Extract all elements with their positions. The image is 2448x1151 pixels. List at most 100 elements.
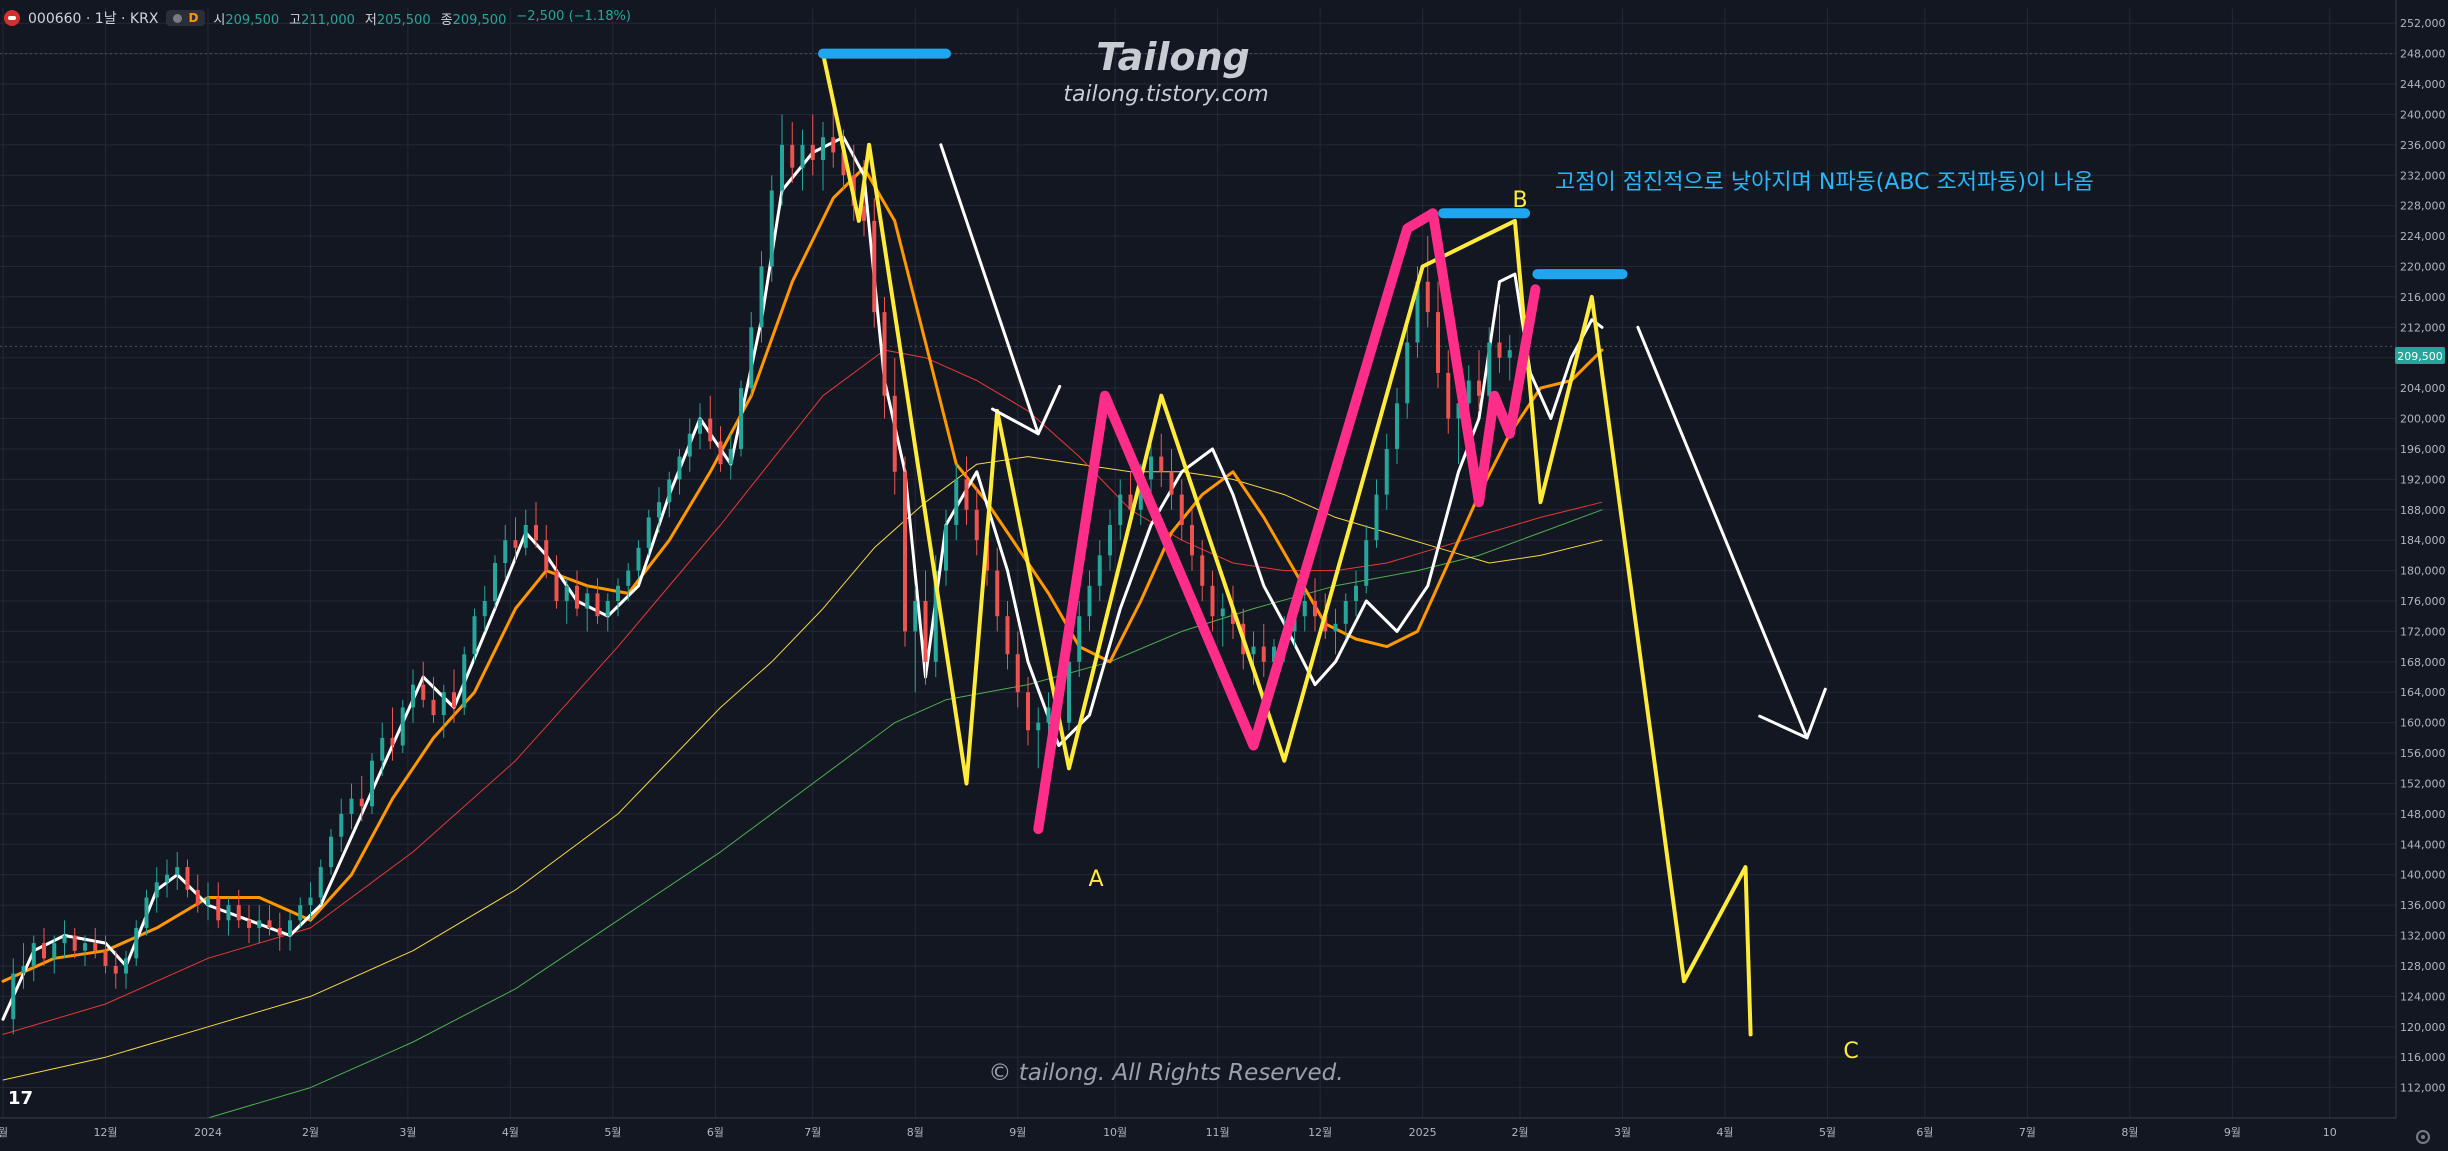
candle-body [646,517,651,548]
candle-body [575,585,579,609]
wave-line [821,51,1753,1037]
candle-body [995,570,1000,617]
candle-body [810,144,815,161]
symbol-logo-icon [4,10,20,26]
wave-label-c: C [1843,1039,1858,1064]
price-axis[interactable]: 252,000 248,000 244,000 240,000 236,000 232,0… [2395,0,2448,1151]
candle-body [247,920,251,928]
candle-body [1395,403,1399,449]
candle-body [1108,524,1112,556]
time-tick-label: 10월 [1103,1126,1127,1139]
candle-body [831,137,836,153]
time-tick-label: 5월 [604,1126,621,1139]
candle-body [452,692,456,708]
price-tick-label: 200,000 [2400,413,2446,426]
candle-body [1200,555,1205,586]
watermark-copyright: © tailong. All Rights Reserved. [988,1060,1343,1086]
candle-body [1374,494,1379,541]
time-tick-label: 8월 [907,1126,924,1139]
price-tick-label: 184,000 [2400,534,2446,547]
price-tick-label: 236,000 [2400,139,2446,152]
candle-body [124,958,128,974]
price-tick-label: 168,000 [2400,656,2446,669]
candle-body [185,867,190,890]
symbol-title[interactable]: 000660 · 1날 · KRX [28,11,159,27]
candle-body [892,395,897,472]
candle-body [1364,540,1369,586]
candle-body [790,144,795,168]
candle-body [1138,479,1143,510]
candle-body [1118,494,1123,525]
arrow-head-icon [991,384,1062,436]
candle-body [903,471,907,632]
tradingview-logo[interactable]: 17 [8,1088,34,1109]
candle-body [1497,342,1502,358]
price-tick-label: 232,000 [2400,169,2446,182]
candle-body [400,707,405,746]
candle-body [1384,448,1389,495]
candle-body [482,601,487,617]
candlesticks [11,106,1512,1035]
candle-body [1343,601,1348,624]
candle-body [544,540,549,571]
ma-line [207,509,1603,1119]
chart-grid [0,8,2396,1118]
market-status-badge[interactable]: D [166,10,206,26]
candle-body [1128,494,1133,510]
candle-body [1097,555,1102,586]
candle-body [739,388,743,449]
candle-body [472,616,477,655]
price-tick-label: 128,000 [2400,960,2446,973]
price-tick-label: 212,000 [2400,321,2446,334]
candle-body [390,737,395,746]
candle-body [1323,616,1328,632]
wave-line [1033,208,1541,835]
candle-body [780,144,784,191]
time-tick-label: 12월 [93,1126,117,1139]
candle-body [1415,281,1420,343]
annotation-text: 고점이 점진적으로 낮아지며 N파동(ABC 조저파동)이 나옴 [1555,170,2094,195]
settings-gear-icon[interactable] [2416,1130,2430,1144]
time-tick-label: 4월 [1716,1126,1733,1139]
price-tick-label: 176,000 [2400,595,2446,608]
candle-body [913,601,918,632]
time-tick-label: 6월 [707,1126,724,1139]
candle-body [1220,608,1225,617]
candle-body [134,927,139,959]
candle-body [1087,585,1092,617]
candle-body [462,654,467,708]
price-tick-label: 144,000 [2400,838,2446,851]
candle-body [370,760,374,807]
candle-body [1272,646,1276,662]
arrow-shaft [939,143,1040,436]
price-tick-label: 136,000 [2400,899,2446,912]
price-tick-label: 240,000 [2400,108,2446,121]
time-tick-label: 9월 [1009,1126,1026,1139]
candle-body [523,524,528,548]
time-tick-label: 5월 [1819,1126,1836,1139]
price-tick-label: 204,000 [2400,382,2446,395]
candle-body [605,601,610,617]
last-price-label: 209,500 [2397,350,2443,363]
wave-label-a: A [1088,867,1103,892]
candle-body [759,266,764,328]
resistance-levels [818,48,1628,280]
candle-body [677,456,682,480]
price-tick-label: 224,000 [2400,230,2446,243]
candle-body [1026,692,1030,731]
time-tick-label: 2월 [1511,1126,1528,1139]
candle-body [933,570,938,662]
time-tick-label: 3월 [399,1126,416,1139]
candle-body [1313,601,1317,617]
last-price-tag [2395,347,2445,364]
time-tick-label: 8월 [2121,1126,2138,1139]
candle-body [1210,585,1215,617]
price-tick-label: 252,000 [2400,17,2446,30]
time-axis[interactable]: 월 12월 2024 2월 3월 4월 5월 6월 7월 8월 9월 10월 11월 12월 2025 2월 3… [0,1117,2396,1139]
candle-body [411,684,415,708]
price-tick-label: 116,000 [2400,1051,2446,1064]
candle-body [1159,456,1164,472]
ma-line [1,135,1604,1021]
ohlc-change: −2,500 (−1.18%) [516,8,631,24]
